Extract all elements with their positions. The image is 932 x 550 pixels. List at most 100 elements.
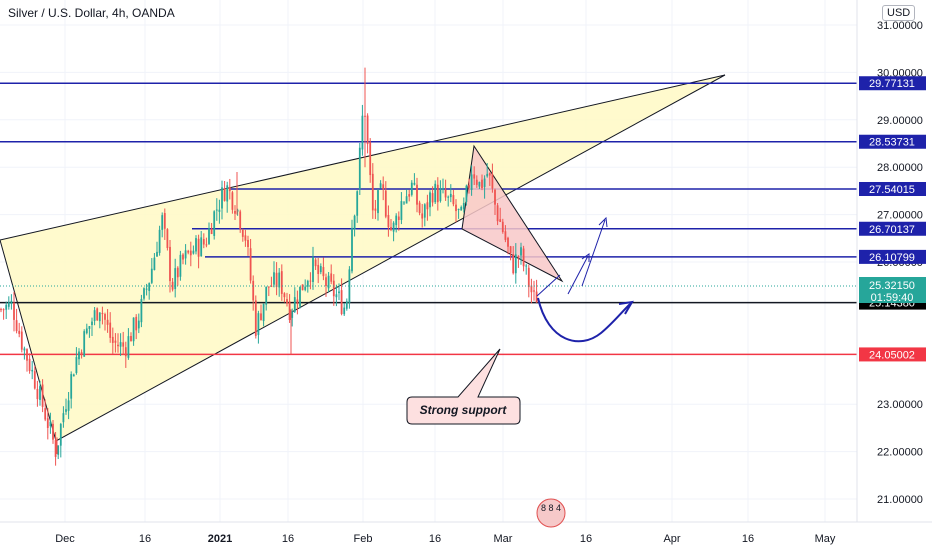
candlestick-series	[0, 67, 538, 466]
candle	[5, 301, 8, 320]
candle	[384, 181, 387, 219]
level-label: 26.70137	[869, 224, 915, 236]
candle	[15, 308, 18, 334]
candle	[104, 312, 106, 331]
candle	[465, 184, 468, 206]
curve-arrow-head-icon	[618, 300, 634, 315]
candle	[340, 278, 343, 316]
candle	[234, 205, 236, 221]
currency-button[interactable]: USD	[882, 5, 916, 21]
candle	[286, 292, 288, 307]
level-label-bg	[859, 249, 926, 264]
candle	[158, 225, 161, 256]
candle	[374, 199, 377, 220]
projection-arrow-short	[567, 255, 589, 295]
candle	[309, 272, 312, 290]
candle	[262, 303, 265, 327]
candle	[176, 266, 179, 286]
candle	[431, 186, 434, 207]
falling-wedge-pattern[interactable]	[461, 144, 564, 283]
last-price-badge-bg	[859, 277, 926, 303]
candle	[98, 312, 101, 329]
candle	[187, 249, 190, 255]
candle	[36, 380, 39, 407]
candle	[351, 219, 353, 274]
watermark-logo: 8 8 4	[536, 498, 566, 528]
time-tick-label: 16	[742, 533, 754, 545]
candle	[215, 198, 218, 221]
candle	[241, 228, 244, 242]
triangle-pattern[interactable]	[0, 74, 726, 442]
candle	[210, 222, 213, 235]
candle	[2, 308, 5, 320]
candle	[65, 398, 67, 415]
candle	[114, 333, 117, 353]
candle	[13, 291, 15, 332]
candle	[348, 266, 351, 309]
candle	[403, 201, 405, 205]
candle	[369, 138, 372, 183]
candle	[416, 177, 418, 213]
candle	[483, 175, 486, 199]
time-axis[interactable]: Dec 16 2021 16 Feb 16 Mar 16 Apr 16 May	[0, 521, 932, 545]
candle	[491, 163, 494, 193]
candle	[239, 209, 242, 233]
candle	[67, 392, 70, 420]
candle	[343, 303, 346, 317]
time-tick-label: Dec	[55, 533, 75, 545]
candle	[244, 229, 247, 247]
candle	[18, 322, 21, 338]
candle	[530, 278, 533, 304]
candle	[470, 165, 473, 196]
candle	[52, 419, 54, 444]
candle	[85, 323, 88, 335]
candle	[119, 333, 122, 356]
candle	[283, 292, 286, 303]
candle	[275, 262, 278, 296]
candle	[143, 287, 145, 301]
candle	[330, 264, 333, 285]
strong-support-callout[interactable]: Strong support	[406, 348, 521, 425]
candle	[117, 333, 119, 353]
candle	[488, 172, 491, 186]
arrow-head-long-icon	[598, 216, 608, 228]
level-label-bg	[859, 221, 926, 236]
candle	[312, 246, 314, 290]
candle	[423, 203, 426, 227]
level-label: 29.77131	[869, 78, 915, 90]
candle	[236, 208, 239, 216]
candle	[208, 222, 210, 246]
candle	[171, 277, 174, 292]
candle	[481, 174, 483, 191]
price-tick-label: 31.00000	[877, 20, 923, 32]
price-axis[interactable]: 31.0000030.0000029.0000028.0000027.00000…	[856, 0, 932, 522]
candle	[41, 379, 44, 413]
candle	[78, 348, 80, 365]
callout-text: Strong support	[420, 403, 508, 417]
candle	[44, 399, 47, 422]
candle	[457, 208, 460, 219]
price-tick-label: 27.00000	[877, 210, 923, 222]
time-tick-label: 2021	[208, 533, 232, 545]
candle	[192, 245, 195, 255]
candle	[507, 236, 509, 255]
candle	[137, 313, 140, 334]
candle	[260, 304, 262, 321]
time-tick-label: 16	[282, 533, 294, 545]
level-label: 28.53731	[869, 137, 915, 149]
candle	[57, 445, 60, 460]
candle	[332, 274, 335, 306]
candle	[533, 280, 535, 301]
candle	[522, 245, 525, 272]
candle	[356, 190, 359, 223]
candle	[387, 205, 390, 237]
candle	[161, 212, 164, 238]
time-tick-label: 16	[429, 533, 441, 545]
candle	[436, 177, 439, 211]
candle	[189, 241, 192, 267]
candle	[135, 314, 138, 340]
candle	[400, 192, 403, 225]
candle	[72, 373, 75, 377]
candle	[169, 239, 171, 293]
